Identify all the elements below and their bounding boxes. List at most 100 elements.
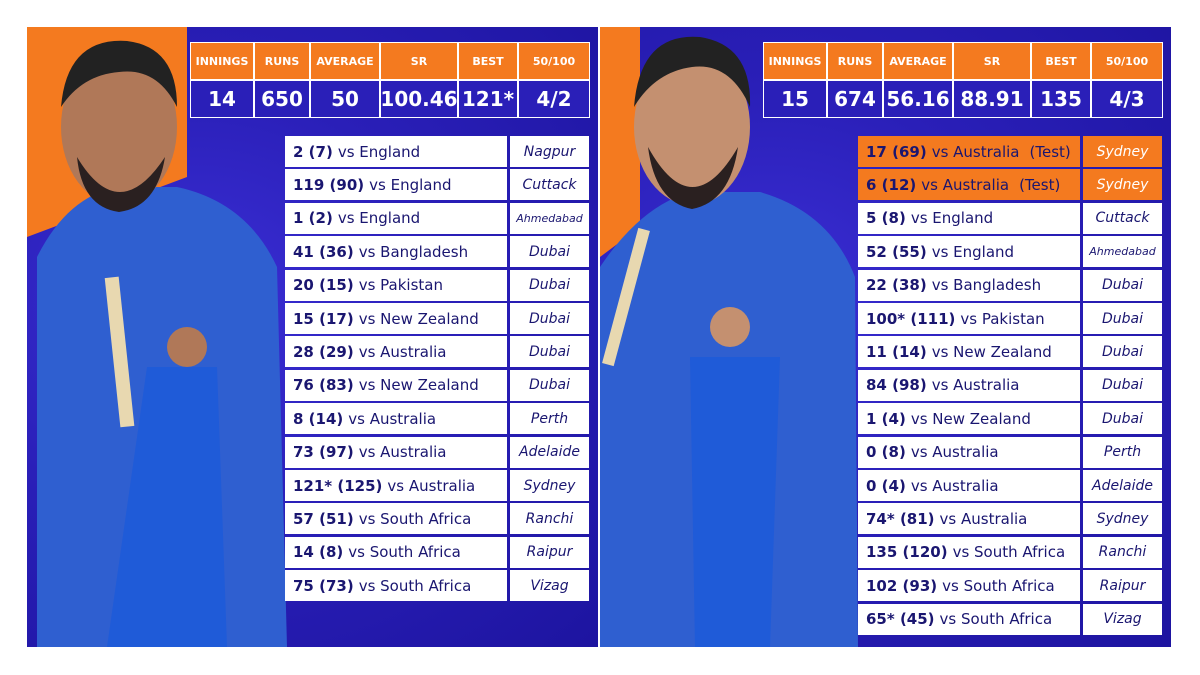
venue: Cuttack (510, 169, 589, 201)
innings-score: 15 (17) vs New Zealand (285, 303, 507, 334)
innings-score: 6 (12) vs Australia (Test) (858, 169, 1080, 201)
opponent: vs England (337, 209, 421, 228)
stat-value: 121* (458, 80, 518, 118)
innings-score: 119 (90) vs England (285, 169, 507, 201)
venue: Perth (1083, 436, 1162, 468)
venue: Ranchi (510, 503, 589, 535)
stat-header: AVERAGE (883, 42, 953, 80)
venue: Sydney (1083, 136, 1162, 167)
opponent: vs Australia (931, 142, 1020, 161)
stat-header: AVERAGE (310, 42, 380, 80)
stat-header: INNINGS (190, 42, 254, 80)
player-panel: INNINGS 15 RUNS 674 AVERAGE 56.16 SR 88.91 BEST 1… (600, 27, 1171, 647)
opponent: vs New Zealand (358, 309, 479, 328)
stat-header: BEST (458, 42, 518, 80)
venue: Raipur (1083, 570, 1162, 602)
score: 11 (14) (866, 342, 927, 361)
innings-score: 57 (51) vs South Africa (285, 503, 507, 535)
score: 52 (55) (866, 242, 927, 261)
opponent: vs New Zealand (910, 409, 1031, 428)
stat-header: RUNS (254, 42, 310, 80)
opponent: vs New Zealand (358, 376, 479, 395)
innings-score: 11 (14) vs New Zealand (858, 336, 1080, 368)
opponent: vs Australia (358, 342, 447, 361)
venue: Adelaide (510, 436, 589, 468)
venue: Adelaide (1083, 470, 1162, 501)
score: 5 (8) (866, 209, 906, 228)
venue: Dubai (510, 336, 589, 368)
innings-score: 121* (125) vs Australia (285, 470, 507, 501)
innings-score: 28 (29) vs Australia (285, 336, 507, 368)
opponent: vs South Africa (939, 610, 1053, 629)
venue: Sydney (1083, 169, 1162, 201)
opponent: vs South Africa (348, 543, 461, 562)
stat-value: 674 (827, 80, 883, 118)
score: 74* (81) (866, 509, 935, 528)
player-art (27, 27, 287, 647)
score: 75 (73) (293, 576, 354, 595)
stat-value: 15 (763, 80, 827, 118)
innings-score: 14 (8) vs South Africa (285, 536, 507, 568)
score: 1 (2) (293, 209, 333, 228)
innings-score: 100* (111) vs Pakistan (858, 303, 1080, 334)
stat-value: 88.91 (953, 80, 1031, 118)
score: 22 (38) (866, 276, 927, 295)
venue: Sydney (1083, 503, 1162, 535)
innings-score: 74* (81) vs Australia (858, 503, 1080, 535)
opponent: vs New Zealand (931, 342, 1052, 361)
score: 15 (17) (293, 309, 354, 328)
venue: Perth (510, 403, 589, 435)
venue: Dubai (510, 369, 589, 401)
innings-score: 20 (15) vs Pakistan (285, 269, 507, 301)
venue: Ahmedabad (1083, 236, 1162, 268)
opponent: vs Australia (358, 443, 447, 462)
venue: Vizag (510, 570, 589, 602)
match-note: (Test) (1019, 175, 1061, 194)
innings-score: 65* (45) vs South Africa (858, 603, 1080, 635)
stat-header: BEST (1031, 42, 1091, 80)
innings-score: 0 (8) vs Australia (858, 436, 1080, 468)
opponent: vs South Africa (358, 509, 472, 528)
innings-score: 17 (69) vs Australia (Test) (858, 136, 1080, 167)
score: 1 (4) (866, 409, 906, 428)
innings-score: 135 (120) vs South Africa (858, 536, 1080, 568)
opponent: vs Pakistan (960, 309, 1045, 328)
opponent: vs South Africa (942, 576, 1055, 595)
stat-value: 4/2 (518, 80, 590, 118)
innings-score: 52 (55) vs England (858, 236, 1080, 268)
stat-header: SR (380, 42, 458, 80)
venue: Dubai (1083, 336, 1162, 368)
score: 65* (45) (866, 610, 935, 629)
opponent: vs Australia (910, 476, 999, 495)
innings-score: 41 (36) vs Bangladesh (285, 236, 507, 268)
opponent: vs Australia (910, 443, 999, 462)
score: 28 (29) (293, 342, 354, 361)
score: 57 (51) (293, 509, 354, 528)
venue: Nagpur (510, 136, 589, 167)
stat-header: RUNS (827, 42, 883, 80)
score: 135 (120) (866, 543, 948, 562)
innings-score: 73 (97) vs Australia (285, 436, 507, 468)
stat-value: 56.16 (883, 80, 953, 118)
innings-score: 75 (73) vs South Africa (285, 570, 507, 602)
stat-value: 100.46 (380, 80, 458, 118)
venue: Dubai (510, 303, 589, 334)
venue: Cuttack (1083, 202, 1162, 234)
innings-score: 5 (8) vs England (858, 202, 1080, 234)
score: 17 (69) (866, 142, 927, 161)
stat-value: 650 (254, 80, 310, 118)
opponent: vs England (369, 175, 452, 194)
opponent: vs England (931, 242, 1015, 261)
opponent: vs South Africa (358, 576, 472, 595)
venue: Dubai (1083, 303, 1162, 334)
stat-value: 4/3 (1091, 80, 1163, 118)
score: 0 (8) (866, 443, 906, 462)
score: 102 (93) (866, 576, 938, 595)
opponent: vs Australia (921, 175, 1010, 194)
player-art (600, 27, 858, 647)
score: 121* (125) (293, 476, 383, 495)
innings-score: 1 (4) vs New Zealand (858, 403, 1080, 435)
innings-score: 22 (38) vs Bangladesh (858, 269, 1080, 301)
score: 0 (4) (866, 476, 906, 495)
